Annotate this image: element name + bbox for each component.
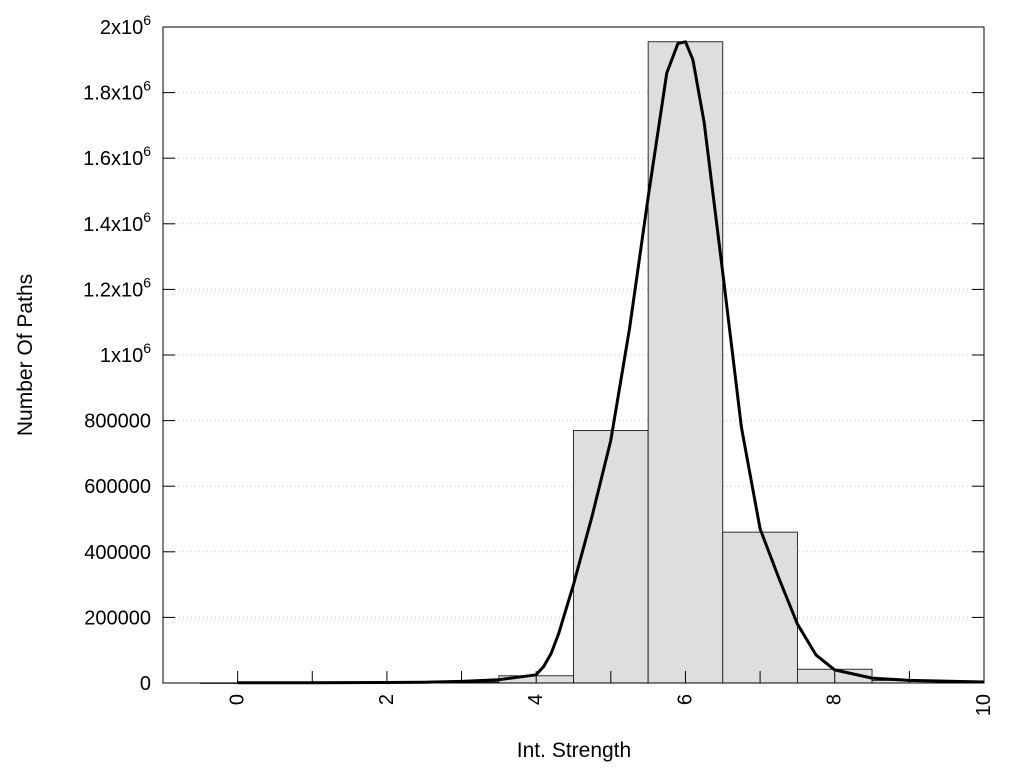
y-tick-label: 800000 [84,411,151,433]
y-tick-label: 1.4x106 [83,209,151,236]
y-tick-label: 0 [140,673,151,695]
y-axis-ticks: 0 200000 400000 600000 800000 1x106 1.2x106 1.4… [83,12,984,695]
grid-lines [163,92,984,618]
histogram-bar [722,531,798,684]
x-tick-label: 10 [973,694,995,716]
x-axis-ticks: 0 2 4 6 8 10 [227,671,995,716]
y-tick-label: 400000 [84,542,151,564]
fit-curve [237,40,985,685]
y-tick-label: 1.2x106 [83,274,151,301]
y-tick-label: 1.6x106 [83,143,151,170]
y-tick-label: 1.8x106 [83,78,151,105]
histogram-bar [573,430,649,684]
x-tick-label: 6 [675,694,697,705]
x-tick-label: 4 [525,694,547,705]
x-axis-title: Int. Strength [517,739,631,762]
fit-curve-line [237,40,985,685]
x-tick-label: 0 [227,694,249,705]
x-tick-label: 2 [376,694,398,705]
y-axis-title: Number Of Paths [14,274,37,436]
y-tick-label: 2x106 [100,12,151,39]
y-tick-label: 600000 [84,476,151,498]
x-tick-label: 8 [824,694,846,705]
y-tick-label: 200000 [84,607,151,629]
y-tick-label: 1x106 [100,340,151,367]
histogram-bar [647,41,724,684]
